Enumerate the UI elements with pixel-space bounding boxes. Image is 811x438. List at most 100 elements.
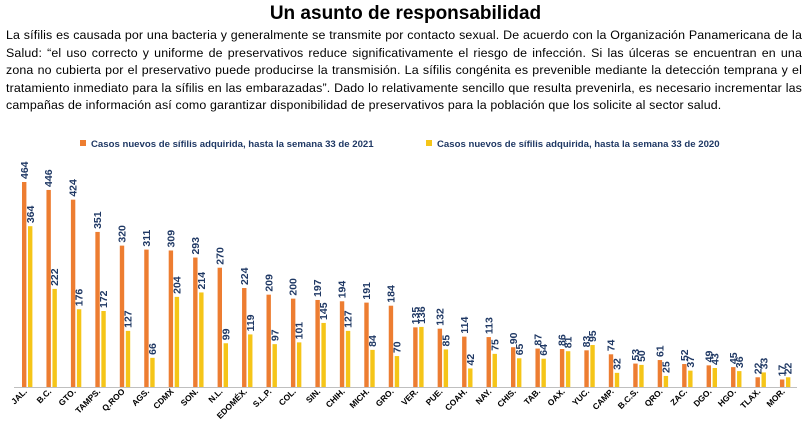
data-label-2020: 22 <box>783 362 795 374</box>
data-label-2021: 424 <box>68 179 80 197</box>
data-label-2021: 61 <box>655 345 667 357</box>
data-label-2020: 172 <box>98 290 110 308</box>
data-label-2021: 320 <box>117 225 129 243</box>
bar-2020 <box>663 375 669 387</box>
bar-2020 <box>419 326 424 387</box>
bar-2021 <box>388 305 394 387</box>
legend-label-2021: Casos nuevos de sífilis adquirida, hasta… <box>91 139 374 150</box>
x-tick-label: TAMPS. <box>73 386 102 415</box>
bar-2021 <box>779 379 785 387</box>
x-tick-label: PUE. <box>424 386 445 407</box>
data-label-2020: 214 <box>196 272 208 290</box>
bar-2020 <box>370 349 375 387</box>
bar-2021 <box>46 189 51 387</box>
legend-swatch-2020 <box>426 140 432 146</box>
data-label-2020: 70 <box>392 341 404 353</box>
bar-2020 <box>394 356 400 387</box>
bar-2021 <box>706 365 711 387</box>
data-label-2020: 75 <box>489 339 501 351</box>
data-label-2020: 64 <box>538 344 550 356</box>
bar-2021 <box>290 298 296 387</box>
data-label-2021: 351 <box>92 211 104 229</box>
data-label-2021: 270 <box>214 247 226 265</box>
data-label-2021: 45 <box>728 352 740 364</box>
bar-2020 <box>565 351 571 387</box>
bar-2021 <box>559 349 565 387</box>
x-tick-label: COL. <box>277 386 298 407</box>
data-label-2021: 191 <box>361 282 373 300</box>
data-label-2021: 194 <box>337 281 349 299</box>
data-label-2020: 364 <box>25 206 37 224</box>
data-label-2021: 464 <box>19 161 31 179</box>
data-label-2021: 224 <box>239 267 251 285</box>
bar-2020 <box>492 353 497 387</box>
bar-2021 <box>657 360 663 387</box>
data-label-2020: 222 <box>49 268 61 286</box>
x-tick-label: NAY. <box>473 386 493 406</box>
intro-paragraph: La sífilis es causada por una bacteria y… <box>6 28 802 113</box>
bar-2021 <box>682 364 687 387</box>
data-label-2021: 132 <box>434 308 446 326</box>
data-label-2021: 90 <box>508 332 520 344</box>
bar-2020 <box>321 322 326 387</box>
bar-2020 <box>125 330 131 387</box>
x-tick-label: S.L.P. <box>251 386 274 409</box>
x-tick-label: JAL. <box>9 386 29 406</box>
data-label-2021: 113 <box>483 317 495 334</box>
data-label-2020: 42 <box>465 354 477 366</box>
bar-2020 <box>761 372 766 387</box>
data-label-2020: 127 <box>343 310 355 328</box>
bar-2020 <box>712 368 717 387</box>
x-tick-label: CAMP. <box>590 386 615 411</box>
data-label-2020: 176 <box>74 289 86 307</box>
bar-2021 <box>95 231 100 387</box>
data-label-2020: 32 <box>612 358 624 370</box>
data-label-2020: 95 <box>587 330 599 342</box>
data-label-2020: 97 <box>269 329 281 341</box>
bar-2021 <box>437 328 443 387</box>
data-label-2020: 65 <box>514 343 526 355</box>
data-label-2021: 17 <box>777 365 789 377</box>
x-tick-label: GTO. <box>56 386 77 407</box>
bar-chart: 464 364 JAL. 446 222 B.C. 424 176 GTO. 351 172 TAMP… <box>9 161 797 421</box>
data-label-2020: 99 <box>220 328 232 340</box>
bar-2020 <box>101 311 106 387</box>
data-label-2020: 101 <box>294 322 306 340</box>
bar-2020 <box>345 330 351 387</box>
bar-2021 <box>486 337 491 387</box>
bar-2021 <box>608 354 614 387</box>
x-tick-label: COAH. <box>443 386 469 412</box>
bar-2020 <box>174 296 180 387</box>
bar-2021 <box>584 350 589 387</box>
data-label-2021: 200 <box>288 278 300 296</box>
bar-2021 <box>266 294 271 387</box>
x-tick-label: OAX. <box>545 386 567 408</box>
x-tick-label: N.L. <box>206 386 224 404</box>
bar-2021 <box>462 336 467 387</box>
x-tick-label: CDMX <box>151 386 176 411</box>
page-title: Un asunto de responsabilidad <box>269 3 542 24</box>
data-label-2021: 49 <box>703 351 715 363</box>
data-label-2021: 114 <box>459 317 471 334</box>
bar-2020 <box>199 292 204 387</box>
data-label-2021: 135 <box>410 307 422 325</box>
data-label-2020: 119 <box>245 314 257 331</box>
legend-label-2020: Casos nuevos de sífilis adquirida, hasta… <box>437 139 720 150</box>
x-tick-label: CHIH. <box>324 386 347 409</box>
data-label-2020: 33 <box>758 358 770 370</box>
x-tick-label: YUC. <box>570 386 591 407</box>
bar-2021 <box>22 182 27 387</box>
bar-2020 <box>296 342 302 387</box>
data-label-2021: 293 <box>190 237 202 255</box>
data-label-2020: 84 <box>367 335 379 347</box>
bar-2020 <box>639 364 644 387</box>
x-tick-label: SON. <box>179 386 201 408</box>
x-tick-label: ZAC. <box>668 386 689 407</box>
bar-2020 <box>590 345 595 387</box>
data-label-2021: 184 <box>386 285 398 303</box>
data-label-2020: 136 <box>416 306 428 324</box>
bar-2020 <box>468 368 473 387</box>
x-tick-label: QRO. <box>642 386 664 408</box>
data-label-2021: 53 <box>630 349 642 361</box>
bar-2021 <box>511 347 516 387</box>
